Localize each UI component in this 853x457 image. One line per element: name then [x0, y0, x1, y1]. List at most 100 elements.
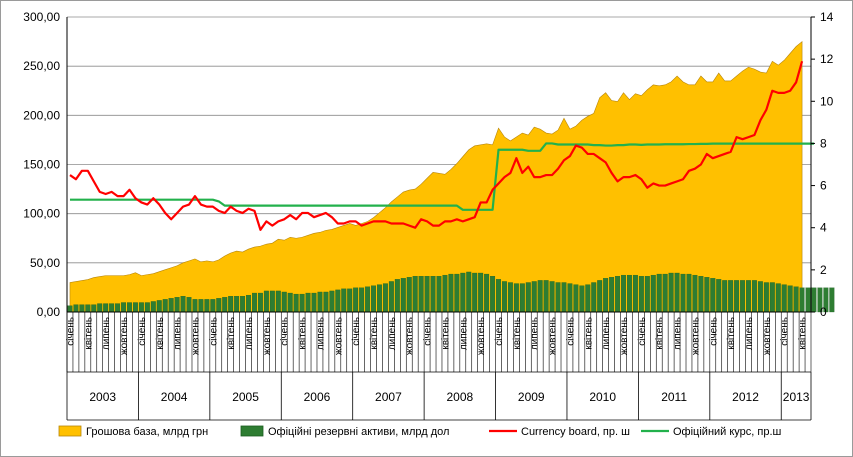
year-label: 2008 — [446, 390, 473, 404]
reserve-bar — [287, 292, 293, 313]
right-tick-label: 4 — [820, 221, 827, 235]
month-label: жовтень — [548, 317, 559, 355]
month-label: жовтень — [333, 317, 344, 355]
reserve-bar — [757, 281, 763, 313]
reserve-bar — [609, 277, 615, 313]
reserve-bar — [811, 287, 817, 313]
month-label: жовтень — [405, 317, 416, 355]
reserve-bar — [186, 297, 192, 313]
reserve-bar — [728, 280, 734, 313]
reserve-bar — [132, 302, 138, 313]
reserve-bar — [662, 273, 668, 313]
legend-money-base-swatch — [58, 425, 82, 437]
month-label: жовтень — [762, 317, 773, 355]
reserve-bar — [371, 285, 376, 313]
reserve-bar — [740, 280, 746, 313]
reserve-bar — [275, 290, 281, 313]
year-label: 2005 — [232, 390, 259, 404]
month-label: січень — [208, 317, 219, 346]
month-label: січень — [565, 317, 576, 346]
reserve-bar — [769, 282, 775, 313]
month-label: січень — [423, 317, 434, 346]
year-label: 2007 — [375, 390, 402, 404]
month-label: липень — [744, 317, 755, 350]
legend-reserves-label: Офіційні резервні активи, млрд дол — [268, 426, 449, 438]
reserve-bar — [650, 274, 656, 313]
reserve-bar — [615, 276, 621, 313]
money-base-area — [69, 40, 803, 313]
month-label: січень — [280, 317, 291, 346]
reserve-bar — [698, 276, 704, 313]
reserve-bar — [466, 271, 472, 313]
reserve-bar — [353, 287, 359, 313]
month-label: січень — [494, 317, 505, 346]
reserve-bar — [257, 292, 263, 313]
month-label: січень — [708, 317, 719, 346]
reserve-bar — [561, 282, 567, 313]
month-label: квітень — [726, 317, 737, 350]
reserve-bar — [168, 298, 174, 313]
reserve-bar — [751, 280, 757, 313]
reserve-bar — [299, 293, 305, 313]
reserve-bar — [579, 285, 585, 313]
month-label: квітень — [155, 317, 166, 350]
year-label: 2006 — [304, 390, 331, 404]
month-label: жовтень — [690, 317, 701, 355]
year-label: 2009 — [518, 390, 545, 404]
reserve-bar — [746, 280, 751, 313]
reserve-bar — [490, 276, 496, 313]
month-label: квітень — [512, 317, 523, 350]
reserve-bar — [222, 297, 228, 313]
month-label: січень — [780, 317, 791, 346]
right-tick-label: 8 — [820, 136, 827, 150]
reserve-bars — [67, 271, 835, 313]
reserve-bar — [543, 280, 549, 313]
axes — [66, 16, 815, 421]
reserve-bar — [805, 287, 811, 313]
month-label: жовтень — [190, 317, 201, 355]
right-axis-ticks: 0 2 4 6 8 10 12 14 — [820, 10, 834, 319]
reserve-bar — [817, 287, 823, 313]
reserve-bar — [67, 305, 73, 313]
reserve-bar — [85, 304, 91, 313]
reserve-bar — [311, 292, 317, 313]
reserve-bar — [722, 280, 728, 313]
reserve-bar — [734, 280, 740, 313]
month-label: жовтень — [119, 317, 130, 355]
reserve-bar — [365, 286, 371, 313]
month-label: квітень — [226, 317, 237, 350]
right-tick-label: 0 — [820, 305, 827, 319]
reserve-bar — [192, 299, 198, 313]
reserve-bar — [680, 273, 686, 313]
legend-money-base-label: Грошова база, млрд грн — [86, 426, 208, 438]
currency-board-line — [69, 60, 804, 231]
month-labels: січень квітень липень жовтень січень квітень л… — [65, 317, 808, 355]
left-tick-label: 200,00 — [23, 108, 60, 122]
reserve-bar — [573, 284, 579, 313]
legend-currency-board-label: Currency board, пр. ш — [521, 426, 630, 438]
reserve-bar — [240, 296, 246, 313]
reserve-bar — [204, 299, 210, 313]
month-label: січень — [637, 317, 648, 346]
month-label: жовтень — [262, 317, 273, 355]
reserve-bar — [603, 278, 609, 313]
legend-reserves-swatch — [240, 425, 264, 437]
reserve-bar — [454, 273, 460, 313]
reserve-bar — [252, 292, 257, 313]
reserve-bar — [115, 303, 121, 313]
legend-official-rate-label: Офіційний курс, пр.ш — [673, 426, 782, 438]
month-label: квітень — [655, 317, 666, 350]
month-label: липень — [601, 317, 612, 350]
reserve-bar — [127, 302, 132, 313]
reserve-bar — [341, 288, 347, 313]
reserve-bar — [228, 296, 234, 313]
reserve-bar — [591, 282, 597, 313]
reserve-bar — [263, 290, 269, 313]
reserve-bar — [829, 287, 835, 313]
reserve-bar — [716, 279, 722, 313]
month-label: липень — [315, 317, 326, 350]
reserve-bar — [448, 273, 454, 313]
reserve-bar — [198, 299, 204, 313]
legend: Грошова база, млрд грн Офіційні резервні … — [58, 425, 782, 438]
